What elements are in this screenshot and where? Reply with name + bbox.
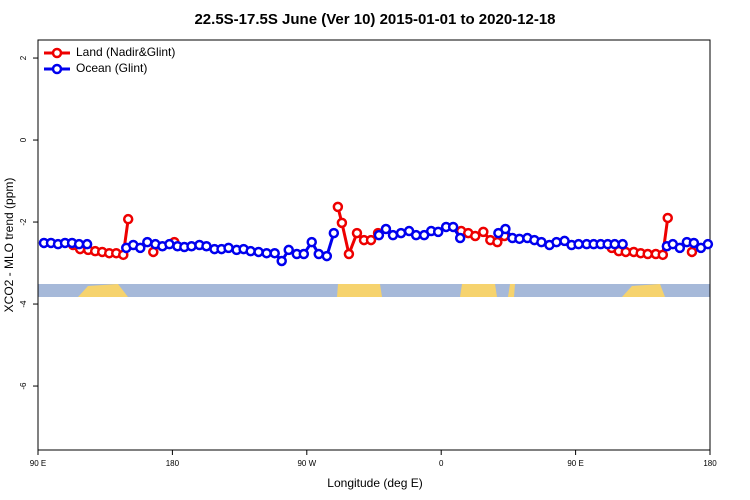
x-tick-label: 180 — [703, 459, 717, 468]
point — [365, 234, 377, 246]
point — [688, 237, 700, 249]
land-strip — [622, 284, 665, 297]
point — [662, 212, 673, 224]
point — [573, 238, 584, 250]
point — [454, 232, 466, 244]
x-axis-label: Longitude (deg E) — [327, 476, 422, 490]
point — [686, 246, 698, 258]
point — [387, 229, 399, 241]
y-tick-label: 0 — [19, 137, 28, 142]
legend-marker — [51, 63, 63, 75]
point — [306, 236, 317, 248]
point — [551, 236, 562, 248]
point — [328, 227, 340, 239]
land-strip — [508, 284, 515, 297]
point — [321, 250, 333, 262]
point — [223, 242, 234, 254]
point — [298, 248, 310, 260]
point — [343, 248, 355, 260]
legend-label: Land (Nadir&Glint) — [76, 45, 175, 59]
x-tick-label: 90 E — [567, 459, 583, 468]
legend-marker — [51, 47, 63, 59]
point — [81, 238, 93, 250]
y-axis-label: XCO2 - MLO trend (ppm) — [2, 178, 16, 313]
point — [332, 201, 344, 213]
point — [253, 246, 264, 258]
point — [73, 238, 85, 250]
point — [478, 226, 489, 238]
point — [283, 244, 294, 256]
point — [269, 247, 280, 259]
land-strip — [78, 284, 128, 297]
x-tick-label: 0 — [439, 459, 444, 468]
point — [536, 236, 547, 248]
point — [336, 217, 348, 229]
y-tick-label: -2 — [19, 218, 28, 226]
legend-label: Ocean (Glint) — [76, 61, 147, 75]
point — [617, 238, 628, 250]
point — [201, 240, 212, 252]
land-strip — [337, 284, 382, 297]
point — [164, 238, 175, 250]
land-strip — [460, 284, 497, 297]
chart-title: 22.5S-17.5S June (Ver 10) 2015-01-01 to … — [194, 11, 555, 28]
y-tick-label: -4 — [19, 300, 28, 308]
x-tick-label: 180 — [166, 459, 180, 468]
x-tick-label: 90 E — [30, 459, 46, 468]
point — [674, 242, 686, 254]
point — [432, 226, 444, 238]
point — [142, 236, 153, 248]
point — [492, 236, 503, 248]
y-tick-label: 2 — [19, 55, 28, 60]
point — [380, 223, 392, 235]
point — [395, 227, 407, 239]
point — [447, 221, 459, 233]
point — [261, 247, 272, 259]
y-tick-label: -6 — [19, 382, 28, 390]
point — [410, 229, 422, 241]
point — [500, 223, 511, 235]
point — [186, 240, 197, 252]
point — [276, 255, 287, 267]
point — [642, 248, 653, 260]
surface-strip — [38, 284, 710, 297]
point — [313, 248, 324, 260]
point — [373, 229, 385, 241]
point — [702, 238, 714, 250]
point — [135, 242, 146, 254]
point — [351, 227, 363, 239]
x-tick-label: 90 W — [297, 459, 316, 468]
point — [122, 213, 134, 225]
point — [657, 249, 669, 261]
point — [469, 230, 481, 242]
